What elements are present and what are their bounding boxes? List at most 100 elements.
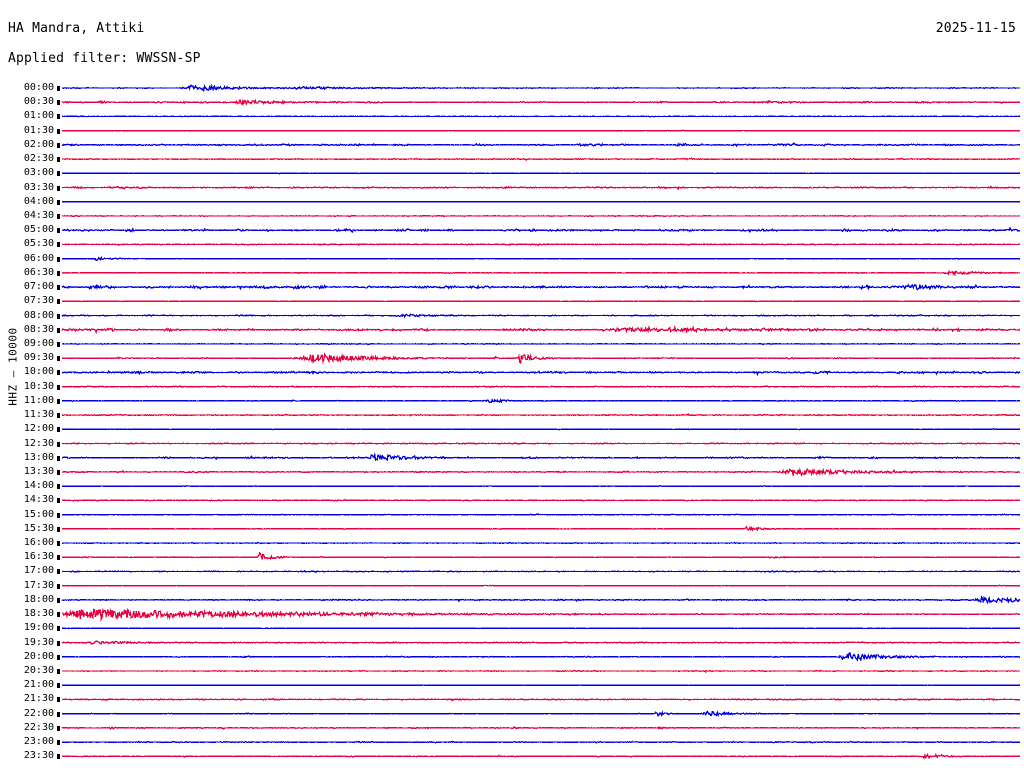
row-time-label: 04:00 [23,195,54,207]
row-tick-mark [57,498,60,504]
seismic-trace [61,98,1021,106]
seismic-trace [61,697,1021,702]
row-tick-mark [57,313,60,319]
seismic-trace [61,255,1020,262]
row-time-label: 16:00 [23,537,54,549]
row-time-label: 15:30 [23,522,54,534]
row-time-label: 23:00 [23,736,54,748]
row-time-label: 02:30 [23,153,54,165]
row-time-label: 00:30 [23,96,54,108]
seismic-trace [62,129,1021,132]
row-tick-mark [57,512,60,518]
row-time-label: 13:00 [23,451,54,463]
row-tick-mark [57,370,60,376]
row-time-label: 17:30 [23,579,54,591]
seismic-trace [62,484,1021,488]
seismic-trace [62,752,1021,760]
row-time-label: 11:00 [23,394,54,406]
seismic-trace [61,725,1021,731]
row-tick-mark [57,555,60,561]
seismic-trace [61,428,1021,431]
row-time-label: 14:30 [23,494,54,506]
seismic-trace [61,498,1021,502]
row-tick-mark [57,199,60,205]
seismic-trace [61,452,1021,462]
row-time-label: 23:30 [23,750,54,762]
row-tick-mark [57,626,60,632]
seismic-trace [61,299,1020,303]
seismic-trace [62,710,1020,718]
seismic-trace [61,442,1021,445]
seismic-trace [61,541,1020,545]
row-tick-mark [57,640,60,646]
row-tick-mark [57,142,60,148]
row-time-label: 01:00 [23,110,54,122]
row-time-label: 03:00 [23,167,54,179]
seismic-trace [61,569,1021,573]
row-tick-mark [57,157,60,163]
seismic-trace [61,652,1020,662]
seismic-trace [61,684,1021,687]
seismic-trace [61,595,1021,605]
row-time-label: 04:30 [23,209,54,221]
row-tick-mark [57,242,60,248]
row-tick-mark [57,413,60,419]
row-tick-mark [57,754,60,760]
row-tick-mark [57,213,60,219]
row-tick-mark [57,285,60,291]
seismic-trace [61,342,1020,346]
row-tick-mark [57,683,60,689]
row-tick-mark [57,697,60,703]
row-time-label: 01:30 [23,124,54,136]
row-time-label: 10:30 [23,380,54,392]
station-title: HA Mandra, Attiki [8,21,145,36]
seismic-trace [61,607,1021,622]
row-tick-mark [57,185,60,191]
row-time-label: 20:00 [23,650,54,662]
row-time-label: 14:00 [23,480,54,492]
seismic-trace [61,214,1021,218]
seismic-trace [61,398,1021,404]
row-time-label: 18:00 [23,593,54,605]
seismic-trace [61,525,1020,532]
row-tick-mark [57,100,60,106]
seismic-trace [62,412,1020,417]
recording-date: 2025-11-15 [935,21,1016,36]
seismic-trace [62,669,1020,673]
row-tick-mark [57,341,60,347]
row-tick-mark [57,725,60,731]
row-time-label: 10:00 [23,366,54,378]
row-tick-mark [57,256,60,262]
row-time-label: 08:00 [23,309,54,321]
row-time-label: 05:30 [23,238,54,250]
row-time-label: 09:30 [23,352,54,364]
row-tick-mark [57,128,60,134]
row-tick-mark [57,569,60,575]
row-tick-mark [57,583,60,589]
row-tick-mark [57,541,60,547]
row-time-label: 12:30 [23,437,54,449]
row-time-label: 20:30 [23,665,54,677]
seismic-trace [61,226,1020,234]
seismic-trace [61,385,1021,388]
row-tick-mark [57,171,60,177]
row-time-label: 09:00 [23,337,54,349]
seismic-trace [62,172,1020,175]
row-tick-mark [57,526,60,532]
row-time-label: 07:30 [23,295,54,307]
row-tick-mark [57,669,60,675]
seismic-trace [62,369,1021,377]
seismic-trace [61,551,1020,561]
row-time-label: 06:00 [23,252,54,264]
row-tick-mark [57,114,60,120]
seismic-trace [61,270,1021,277]
row-time-label: 08:30 [23,323,54,335]
row-tick-mark [57,384,60,390]
row-time-label: 15:00 [23,508,54,520]
seismic-trace [61,640,1021,645]
seismic-trace [61,185,1021,191]
row-time-label: 19:30 [23,636,54,648]
seismic-trace [61,313,1020,319]
seismic-trace [61,584,1020,587]
seismic-trace [61,627,1021,630]
